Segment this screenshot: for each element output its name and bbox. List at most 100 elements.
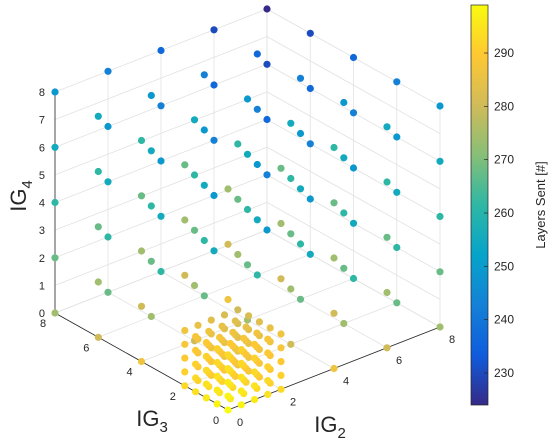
- data-point: [264, 377, 272, 385]
- data-point: [436, 102, 444, 110]
- ig3-tick-label: 2: [170, 391, 176, 403]
- data-point: [218, 322, 226, 330]
- ig3-tick-label: 0: [213, 415, 219, 427]
- data-point: [330, 199, 338, 207]
- data-point: [242, 323, 250, 331]
- data-point: [263, 115, 271, 124]
- ig4-tick-label: 8: [39, 87, 45, 99]
- ig4-tick-label: 4: [39, 198, 45, 210]
- data-point: [194, 321, 202, 329]
- data-point: [190, 281, 199, 290]
- data-point: [277, 219, 285, 228]
- data-point: [383, 233, 391, 241]
- data-point: [264, 390, 272, 398]
- data-point: [243, 150, 252, 158]
- data-point: [231, 317, 239, 325]
- ig4-tick-label: 6: [39, 142, 45, 154]
- data-point: [94, 223, 102, 231]
- data-point: [202, 394, 210, 402]
- ig2-tick-label: 8: [449, 334, 455, 346]
- data-point: [181, 326, 189, 335]
- data-point: [226, 339, 234, 348]
- data-point: [94, 167, 102, 176]
- data-point: [137, 357, 146, 366]
- data-point: [51, 143, 59, 151]
- ig2-axis-label-main: IG: [314, 412, 337, 437]
- data-point: [157, 102, 165, 110]
- data-point: [213, 372, 221, 380]
- data-point: [216, 333, 224, 341]
- data-point: [263, 60, 271, 68]
- data-point: [190, 226, 199, 234]
- colorbar-tick-label: 290: [494, 46, 514, 60]
- data-point: [253, 271, 261, 279]
- data-point: [207, 316, 215, 324]
- ig4-tick-label: 5: [39, 170, 45, 182]
- gridline: [266, 146, 441, 245]
- gridline: [54, 36, 268, 120]
- data-point: [224, 365, 232, 373]
- data-point: [263, 226, 271, 234]
- data-points: [51, 5, 444, 414]
- data-point: [340, 98, 348, 107]
- ig4-tick-label: 3: [39, 225, 45, 237]
- ig4-axis-label: IG4: [6, 180, 36, 212]
- data-point: [383, 123, 391, 131]
- data-point: [255, 318, 263, 326]
- data-point: [243, 205, 252, 214]
- data-point: [277, 385, 285, 393]
- data-point: [296, 74, 305, 82]
- data-point: [253, 216, 261, 224]
- gridline: [266, 91, 441, 190]
- colorbar-tick-label: 270: [494, 153, 514, 167]
- data-point: [224, 240, 232, 248]
- data-point: [264, 363, 272, 371]
- data-point: [330, 309, 338, 317]
- data-point: [277, 371, 285, 379]
- data-point: [181, 368, 189, 376]
- data-point: [220, 311, 229, 319]
- data-point: [393, 188, 401, 196]
- data-point: [237, 346, 245, 354]
- data-point: [330, 143, 338, 152]
- data-point: [51, 88, 59, 96]
- gridline: [54, 91, 268, 176]
- data-point: [224, 185, 232, 193]
- ig4-tick-label: 1: [39, 280, 45, 292]
- data-point: [94, 112, 102, 120]
- data-point: [393, 243, 401, 252]
- colorbar-label: Layers Sent [#]: [533, 161, 548, 248]
- data-point: [306, 29, 314, 37]
- data-point: [51, 254, 59, 262]
- data-point: [296, 295, 305, 303]
- data-point: [202, 352, 210, 360]
- data-point: [224, 406, 232, 414]
- ig2-tick-label: 6: [396, 355, 402, 367]
- data-point: [349, 53, 358, 62]
- data-point: [210, 136, 218, 144]
- data-point: [296, 185, 305, 193]
- data-point: [243, 261, 252, 269]
- data-point: [147, 257, 155, 265]
- data-point: [181, 382, 189, 390]
- data-point: [200, 71, 208, 79]
- data-point: [147, 312, 155, 321]
- data-point: [383, 344, 391, 352]
- ig3-axis-label: IG3: [136, 406, 168, 436]
- data-point: [229, 328, 237, 336]
- data-point: [190, 116, 199, 124]
- ig3-axis-label-sub: 3: [159, 419, 167, 436]
- data-point: [210, 81, 218, 89]
- ig3-tick-label: 4: [126, 367, 132, 379]
- ig2-axis-label: IG2: [314, 412, 346, 442]
- data-point: [181, 354, 189, 362]
- data-point: [104, 122, 112, 131]
- data-point: [306, 140, 314, 148]
- data-point: [306, 84, 314, 93]
- data-point: [192, 333, 200, 341]
- data-point: [250, 340, 259, 348]
- ig4-axis-label-main: IG: [6, 189, 31, 212]
- data-point: [104, 233, 112, 241]
- data-point: [147, 147, 155, 155]
- data-point: [181, 161, 189, 169]
